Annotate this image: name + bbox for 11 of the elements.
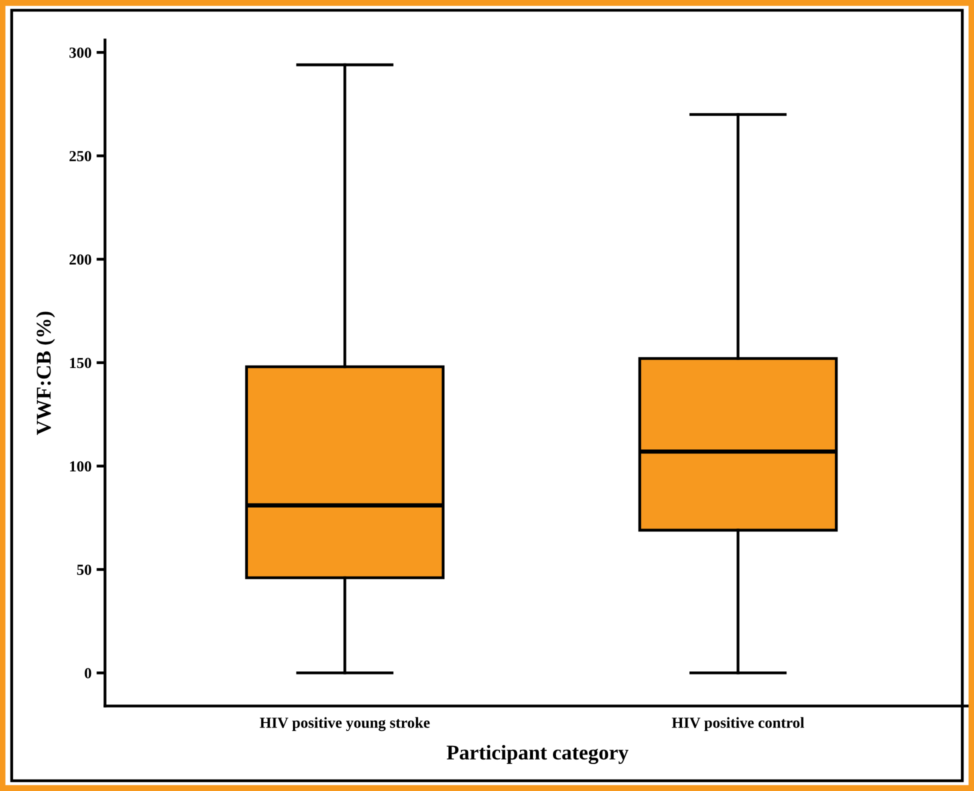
y-tick-label: 100 <box>70 461 92 472</box>
y-tick-label: 0 <box>84 668 92 678</box>
y-axis-title: VWF:CB (%) <box>36 312 55 435</box>
y-tick-label: 300 <box>69 48 92 58</box>
y-tick-label: 50 <box>77 564 92 575</box>
y-tick-label: 150 <box>70 358 92 368</box>
y-tick-label: 250 <box>70 150 92 162</box>
x-tick-label: HIV positive young stroke <box>260 717 430 732</box>
x-axis-title: Participant category <box>446 744 628 764</box>
x-tick-label: HIV positive control <box>672 717 804 731</box>
y-tick-label: 200 <box>70 254 92 265</box>
